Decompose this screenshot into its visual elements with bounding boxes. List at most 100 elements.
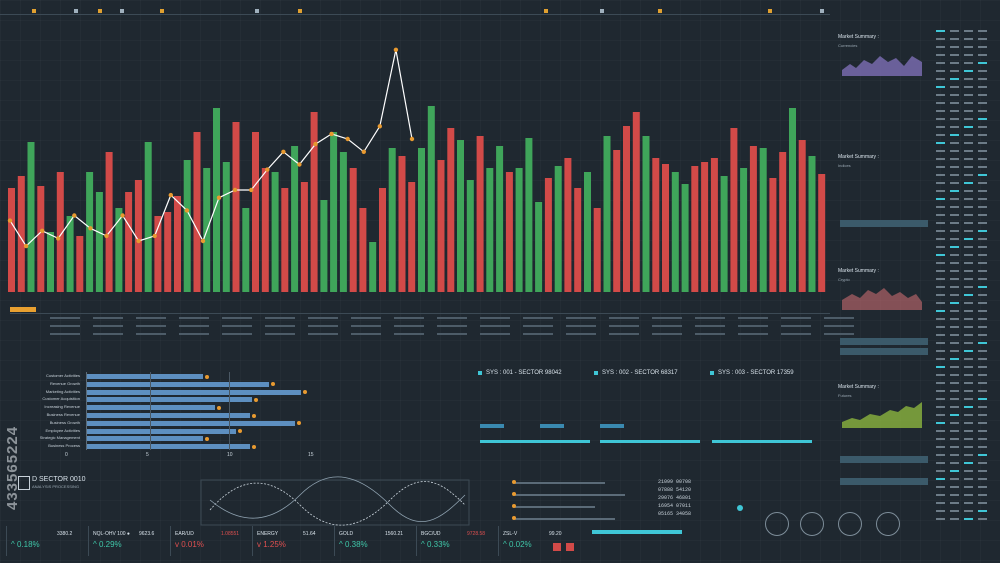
number-cell bbox=[964, 206, 973, 208]
number-cell bbox=[936, 326, 945, 328]
number-cell bbox=[964, 470, 973, 472]
number-column bbox=[936, 30, 996, 525]
number-cell bbox=[950, 222, 959, 224]
number-cell bbox=[978, 390, 987, 392]
chart-bar bbox=[193, 132, 201, 292]
number-cell bbox=[936, 518, 945, 520]
chart-bar bbox=[564, 158, 572, 292]
number-cell bbox=[964, 414, 973, 416]
number-cell bbox=[950, 30, 959, 32]
number-cell bbox=[950, 78, 959, 80]
number-cell bbox=[978, 30, 987, 32]
number-cell bbox=[978, 302, 987, 304]
chart-bar bbox=[798, 140, 806, 292]
number-cell bbox=[950, 390, 959, 392]
number-cell bbox=[978, 366, 987, 368]
number-cell bbox=[978, 398, 987, 400]
chart-bar bbox=[535, 202, 543, 292]
bar-end-dot bbox=[253, 397, 258, 402]
number-cell bbox=[978, 238, 987, 240]
slider-handle bbox=[512, 504, 516, 508]
table-cell bbox=[609, 317, 639, 319]
table-cell bbox=[437, 325, 467, 327]
number-cell bbox=[978, 126, 987, 128]
number-cell bbox=[950, 382, 959, 384]
line-point bbox=[265, 167, 270, 172]
table-cell bbox=[50, 317, 80, 319]
line-point bbox=[40, 228, 45, 233]
table-cell bbox=[609, 333, 639, 335]
number-cell bbox=[978, 382, 987, 384]
chart-bar bbox=[789, 108, 796, 292]
table-cell bbox=[308, 333, 338, 335]
line-point bbox=[7, 218, 13, 223]
number-cell bbox=[950, 358, 959, 360]
number-cell bbox=[936, 342, 945, 344]
number-cell bbox=[964, 198, 973, 200]
number-cell bbox=[964, 462, 973, 464]
number-cell bbox=[978, 334, 987, 336]
table-cell bbox=[824, 317, 854, 319]
number-cell bbox=[950, 366, 959, 368]
chart-bar bbox=[8, 188, 15, 292]
line-point bbox=[377, 124, 382, 129]
status-square-icon bbox=[710, 371, 714, 375]
number-cell bbox=[936, 182, 945, 184]
panel-title: Market Summary : bbox=[838, 34, 879, 40]
number-cell bbox=[950, 142, 959, 144]
gauge-circle bbox=[765, 512, 789, 536]
marker-icon bbox=[600, 9, 604, 13]
marker-icon bbox=[160, 9, 164, 13]
number-cell bbox=[978, 422, 987, 424]
number-cell bbox=[964, 318, 973, 320]
table-cell bbox=[179, 317, 209, 319]
marker-icon bbox=[74, 9, 78, 13]
chart-bar bbox=[105, 152, 113, 292]
panel-title: Market Summary : bbox=[838, 268, 879, 274]
number-cell bbox=[950, 246, 959, 248]
chart-bar bbox=[476, 136, 484, 292]
table-cell bbox=[695, 333, 725, 335]
chart-bar bbox=[691, 166, 699, 292]
line-point bbox=[136, 238, 141, 244]
line-point bbox=[72, 213, 77, 218]
table-cell bbox=[179, 325, 209, 327]
number-cell bbox=[964, 254, 973, 256]
number-cell bbox=[936, 510, 945, 512]
number-cell bbox=[964, 502, 973, 504]
number-cell bbox=[950, 214, 959, 216]
number-cell bbox=[978, 438, 987, 440]
number-cell bbox=[936, 262, 945, 264]
bar-label: Business Revenue bbox=[46, 412, 80, 417]
sys-title: SYS : 001 - SECTOR 98042 bbox=[486, 370, 562, 376]
number-cell bbox=[978, 230, 987, 232]
grid-line bbox=[150, 372, 151, 450]
number-cell bbox=[978, 454, 987, 456]
number-cell bbox=[964, 46, 973, 48]
line-point bbox=[409, 136, 415, 142]
sys-title: SYS : 002 - SECTOR 68317 bbox=[602, 370, 678, 376]
number-cell bbox=[978, 374, 987, 376]
sys-module: SYS : 002 - SECTOR 68317 bbox=[594, 370, 714, 430]
number-cell bbox=[964, 310, 973, 312]
horizontal-bar-chart: Customer Activities Revenue Growth Marketi… bbox=[20, 372, 320, 464]
chart-bar bbox=[427, 106, 435, 292]
chart-bar bbox=[330, 132, 338, 292]
bar-end-dot bbox=[271, 382, 276, 387]
slider-track bbox=[515, 482, 605, 484]
table-cell bbox=[265, 325, 295, 327]
slider-track bbox=[515, 518, 615, 520]
table-cell bbox=[93, 333, 123, 335]
number-cell bbox=[950, 374, 959, 376]
number-cell bbox=[964, 278, 973, 280]
chart-bar bbox=[457, 140, 464, 292]
chart-bar bbox=[310, 112, 318, 292]
highlighted-row bbox=[840, 338, 928, 345]
number-cell bbox=[964, 158, 973, 160]
bar-end-dot bbox=[205, 436, 210, 441]
number-cell bbox=[978, 462, 987, 464]
hbar bbox=[86, 389, 301, 395]
bar-end-dot bbox=[252, 444, 257, 449]
table-cell bbox=[136, 333, 166, 335]
number-cell bbox=[936, 222, 945, 224]
